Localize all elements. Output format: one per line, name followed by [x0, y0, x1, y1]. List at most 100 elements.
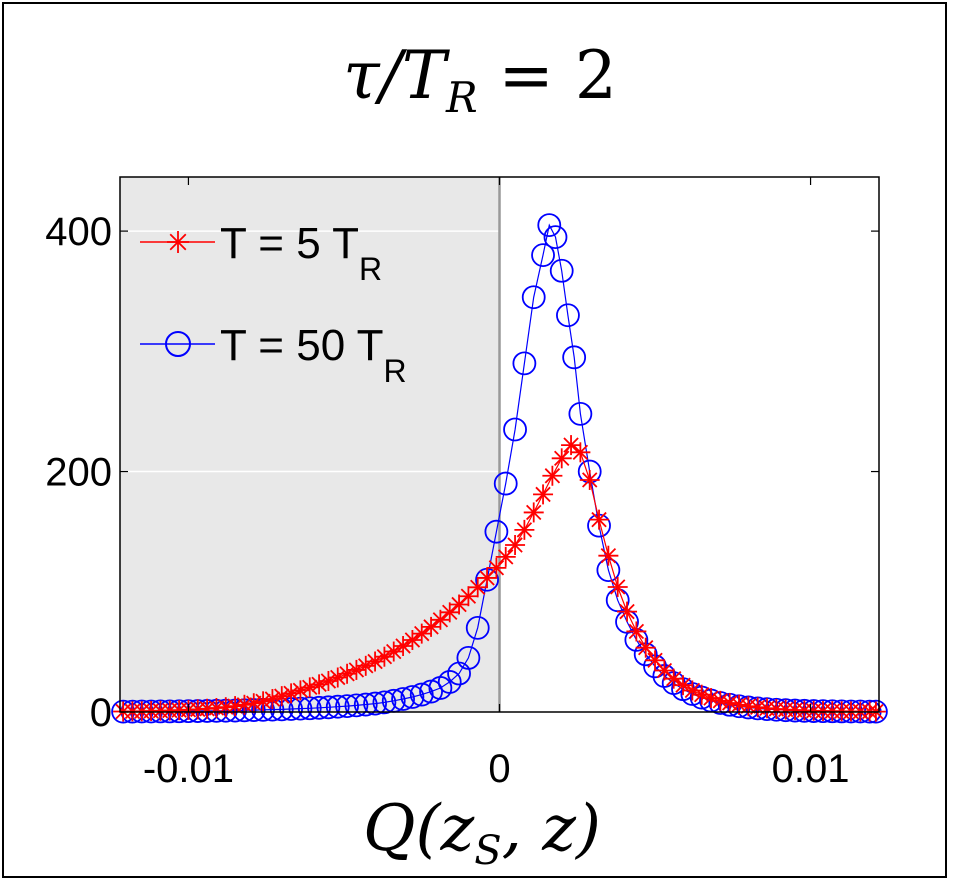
series-1-point-16-stroke-3 [264, 691, 281, 707]
series-1-point-34 [430, 609, 451, 630]
x-tick-label-0: -0.01 [143, 747, 234, 791]
series-1-point-14-stroke-3 [246, 695, 262, 711]
legend-star-stroke-3 [169, 233, 187, 251]
series-1-point-50-stroke-3 [582, 472, 598, 488]
series-1-point-30-stroke-3 [395, 638, 411, 654]
chart-title: τ/TR = 2 [343, 37, 617, 122]
series-1-point-21-stroke-3 [311, 676, 327, 693]
series-2-point-33 [419, 679, 443, 704]
series-1-point-35 [439, 602, 460, 623]
series-1-point-64-stroke-3 [712, 693, 729, 709]
series-1-point-33-stroke-3 [423, 619, 439, 635]
series-1-point-52 [598, 545, 619, 566]
series-1-point-40 [486, 557, 507, 578]
series-1-point-16 [262, 689, 283, 710]
series-1-point-22-stroke-3 [320, 673, 337, 689]
legend-label-series-1-sub: R [359, 251, 382, 287]
y-tick-label-0: 0 [90, 691, 112, 735]
x-label-post: , z) [502, 792, 601, 866]
legend-label-series-1: T = 5 TR [220, 219, 382, 287]
series-1-point-32 [411, 623, 432, 644]
axis-ticks: -0.01 0 0.01 0 200 400 [45, 177, 879, 791]
series-1-point-47-stroke-3 [554, 450, 570, 467]
series-1-point-43-stroke-3 [516, 522, 533, 538]
series-2-point-48 [549, 258, 574, 283]
title-rhs: = 2 [478, 37, 617, 114]
series-1-point-13-stroke-3 [236, 697, 253, 713]
series-1-point-66-stroke-3 [731, 697, 747, 713]
series-1-point-19-stroke-3 [292, 682, 309, 699]
series-1-point-41 [495, 546, 516, 567]
x-axis-label: Q(zS, z) [363, 792, 601, 874]
series-1-point-42-stroke-3 [507, 537, 523, 553]
series-1-point-14 [243, 693, 264, 714]
series-1-point-56 [635, 637, 656, 658]
series-1-point-58 [654, 660, 675, 681]
series-2-point-30 [391, 687, 415, 711]
series-1-point-42 [505, 535, 526, 556]
series-2-point-45 [531, 243, 555, 268]
plot-area: -0.01 0 0.01 0 200 400 [45, 176, 888, 791]
series-2-point-25 [344, 693, 369, 718]
series-1-point-41-stroke-3 [498, 549, 514, 565]
y-tick-label-1: 200 [45, 451, 112, 495]
series-1-point-32-stroke-3 [414, 625, 430, 642]
series-2-point-46 [537, 213, 562, 237]
legend-label-series-2-sub: R [383, 353, 406, 389]
y-tick-label-2: 400 [45, 210, 112, 254]
series-1-point-54-stroke-3 [619, 603, 635, 620]
series-1-point-15 [253, 691, 274, 712]
series-2-point-26 [353, 692, 378, 717]
series-1-point-51 [589, 509, 610, 530]
legend-entry-series-2: T = 50 TR [140, 321, 407, 389]
series-1-point-23-stroke-3 [330, 669, 346, 686]
series-1-point-44-stroke-3 [526, 504, 542, 521]
legend-star-marker [167, 231, 189, 253]
series-2-point-43 [512, 351, 537, 376]
series-1-point-57-stroke-3 [647, 652, 663, 669]
series-1-point-45 [533, 484, 554, 505]
series-2-point-22 [316, 695, 341, 720]
series-1-point-46-stroke-3 [544, 468, 561, 484]
series-2-point-47 [543, 225, 568, 250]
series-2-point-28 [372, 690, 397, 715]
series-1-point-58-stroke-3 [656, 662, 673, 679]
title-subscript: R [445, 73, 478, 122]
series-1-point-15-stroke-3 [255, 693, 271, 710]
series-1-point-40-stroke-3 [488, 560, 505, 576]
series-1-point-29 [383, 641, 404, 662]
series-1-point-49-stroke-3 [572, 444, 589, 461]
series-2-point-42 [503, 417, 527, 442]
series-1-point-50 [579, 469, 600, 490]
series-1-point-18-stroke-3 [283, 685, 299, 702]
series-1-point-61-stroke-3 [684, 682, 701, 699]
series-1-point-49 [570, 442, 591, 463]
legend-label-series-2-main: T = 50 T [220, 321, 383, 370]
x-label-pre: Q(z [363, 792, 475, 866]
legend-entry-series-1: T = 5 TR [140, 219, 382, 287]
series-1-point-48-stroke-3 [563, 437, 579, 453]
series-1-point-52-stroke-3 [600, 548, 617, 564]
series-1-point-68 [747, 697, 768, 718]
series-1-point-31-stroke-3 [404, 632, 421, 648]
series-1-point-55-stroke-3 [628, 623, 645, 640]
series-2-point-35 [437, 670, 462, 694]
series-1-point-30 [393, 635, 414, 656]
series-1-point-51-stroke-3 [591, 511, 607, 528]
series-2-point-38 [465, 615, 490, 640]
legend: T = 5 TR T = 50 TR [140, 219, 407, 389]
legend-circle-marker [165, 331, 191, 357]
series-1-point-23 [327, 667, 348, 688]
series-1-point-46 [542, 465, 563, 486]
series-1-point-47 [551, 448, 572, 469]
series-1-point-34-stroke-3 [432, 612, 449, 628]
series-1-point-62-stroke-3 [693, 686, 710, 703]
series-1-point-59-stroke-3 [665, 670, 682, 687]
series-1-point-63-stroke-3 [703, 690, 719, 706]
x-label-subscript: S [474, 828, 501, 874]
series-1-point-31 [402, 629, 423, 650]
series-1-point-20-stroke-3 [302, 679, 318, 696]
series-2-point-23 [325, 694, 350, 719]
series-1-point-44 [523, 502, 544, 523]
